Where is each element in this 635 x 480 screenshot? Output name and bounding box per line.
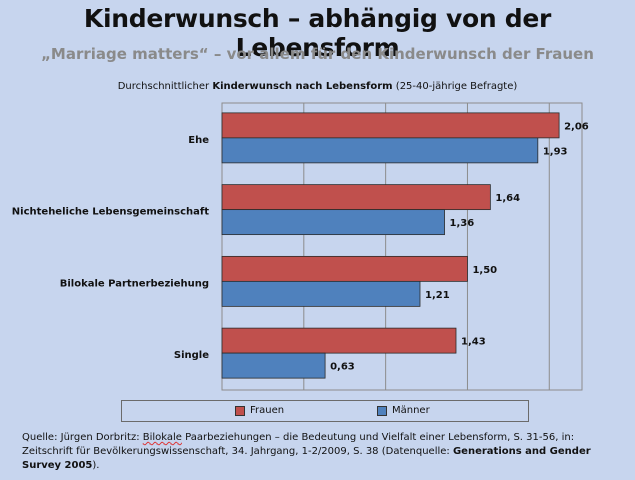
source-text-3: Zeitschrift für Bevölkerungswissenschaft…: [22, 446, 453, 457]
caption-bold: Kinderwunsch nach Lebensform: [212, 81, 393, 92]
plot-area: [221, 102, 583, 391]
source-text-1: Quelle: Jürgen Dorbritz:: [22, 432, 143, 443]
bar-frauen-bilokale-partnerbeziehung: [221, 255, 468, 282]
category-label-single: Single: [174, 350, 209, 361]
source-datasource-2: Survey 2005: [22, 460, 93, 471]
legend-item-frauen: Frauen: [235, 405, 284, 416]
bar-m-nner-ehe: [221, 137, 539, 164]
data-label-frauen-bilokale-partnerbeziehung: 1,50: [472, 265, 497, 276]
source-text-bilokale: Bilokale: [142, 432, 182, 443]
caption-suffix: (25-40-jährige Befragte): [392, 81, 518, 92]
legend-label-frauen: Frauen: [250, 405, 285, 416]
data-label-m-nner-nichteheliche-lebensgemeinschaft: 1,36: [450, 218, 475, 229]
source-text-2: Paarbeziehungen – die Bedeutung und Viel…: [181, 432, 575, 443]
bar-m-nner-single: [221, 352, 326, 379]
legend-swatch-maenner: [377, 405, 387, 416]
bar-m-nner-bilokale-partnerbeziehung: [221, 280, 421, 307]
data-label-m-nner-bilokale-partnerbeziehung: 1,21: [425, 290, 450, 301]
caption-prefix: Durchschnittlicher: [117, 81, 213, 92]
bar-m-nner-nichteheliche-lebensgemeinschaft: [221, 209, 445, 236]
bar-frauen-ehe: [221, 112, 560, 139]
data-label-m-nner-ehe: 1,93: [543, 146, 568, 157]
bar-frauen-nichteheliche-lebensgemeinschaft: [221, 184, 491, 211]
data-label-frauen-single: 1,43: [461, 337, 486, 348]
data-label-m-nner-single: 0,63: [330, 362, 355, 373]
legend-label-maenner: Männer: [392, 405, 430, 416]
source-text-4: ).: [92, 460, 100, 471]
bar-frauen-single: [221, 327, 457, 354]
category-label-ehe: Ehe: [188, 135, 209, 146]
data-label-frauen-ehe: 2,06: [564, 121, 589, 132]
category-label-bilokale-partnerbeziehung: Bilokale Partnerbeziehung: [60, 278, 209, 289]
chart-legend: Frauen Männer: [121, 400, 529, 422]
data-label-frauen-nichteheliche-lebensgemeinschaft: 1,64: [495, 193, 520, 204]
bar-chart: Ehe 2,06 1,93 Nichteheliche Lebensgemeinsch…: [12, 102, 589, 391]
category-label-nichteheliche-lebensgemeinschaft: Nichteheliche Lebensgemeinschaft: [12, 207, 209, 218]
source-citation: Quelle: Jürgen Dorbritz: Bilokale Paarbe…: [22, 431, 622, 473]
slide-subtitle: „Marriage matters“ – vor allem für den K…: [41, 45, 594, 63]
slide-title: Kinderwunsch – abhängig von der Lebensfo…: [83, 4, 552, 62]
source-datasource-1: Generations and Gender: [452, 446, 591, 457]
legend-item-maenner: Männer: [377, 405, 430, 416]
chart-caption: Durchschnittlicher Kinderwunsch nach Leb…: [0, 81, 635, 92]
legend-swatch-frauen: [235, 405, 245, 416]
